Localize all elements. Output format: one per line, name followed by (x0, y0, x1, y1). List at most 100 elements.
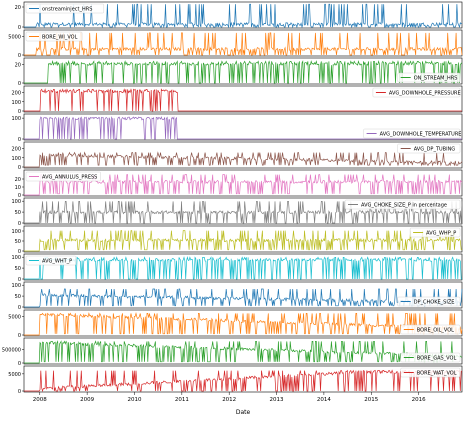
series-line (24, 32, 463, 56)
y-tick-label: 50 (15, 239, 21, 245)
legend: BORE_GAS_VOL (400, 352, 461, 363)
legend: BORE_OIL_VOL (400, 324, 461, 335)
legend-label: BORE_WI_VOL (42, 34, 78, 40)
y-tick-label: 5000 (8, 315, 21, 321)
legend-box (400, 367, 461, 378)
y-tick-label: 0 (18, 109, 21, 115)
legend-box (25, 31, 83, 42)
y-tick-label: 0 (18, 389, 21, 395)
y-tick-label: 10 (15, 185, 21, 191)
legend-label: BORE_OIL_VOL (417, 327, 454, 333)
x-tick-label: 2013 (270, 397, 284, 403)
y-tick-label: 0 (18, 53, 21, 59)
legend: ON_STREAM_HRS (397, 72, 461, 83)
legend-box (372, 87, 461, 98)
legend: AVG_DP_TUBING (397, 143, 461, 154)
y-tick-label: 0 (18, 221, 21, 227)
legend: AVG_ANNULUS_PRESS (25, 171, 101, 182)
legend-box (344, 199, 461, 210)
y-tick-label: 0 (18, 361, 21, 367)
legend: BORE_WI_VOL (25, 31, 83, 42)
panel-9: 0 50 100 AVG_WHP_P (11, 225, 463, 255)
y-tick-label: 0 (18, 193, 21, 199)
legend-box (25, 171, 101, 182)
y-tick-label: 20 (15, 5, 21, 11)
y-tick-label: 100 (11, 283, 21, 289)
panel-5: 0 100 AVG_DOWNHOLE_TEMPERATURE (11, 113, 463, 143)
panel-frame (23, 337, 463, 365)
panel-2: 0 5000 BORE_WI_VOL (8, 29, 463, 59)
y-tick-label: 100 (11, 156, 21, 162)
legend: BORE_WAT_VOL (400, 367, 461, 378)
legend-box (400, 352, 461, 363)
legend-label: DP_CHOKE_SIZE (414, 299, 455, 305)
legend-label: BORE_WAT_VOL (417, 370, 457, 376)
series-line (24, 288, 463, 308)
series-line (24, 312, 463, 336)
x-tick-label: 2014 (317, 397, 331, 403)
y-tick-label: 0 (18, 25, 21, 31)
y-tick-label: 100 (11, 116, 21, 122)
y-tick-label: 200 (11, 91, 21, 97)
x-tick-label: 2010 (127, 397, 141, 403)
panel-11: 0 50 100 DP_CHOKE_SIZE (11, 281, 463, 311)
y-tick-label: 50 (15, 266, 21, 272)
y-tick-label: 50 (15, 294, 21, 300)
legend: AVG_WHT_P (25, 255, 77, 266)
y-tick-label: 0 (18, 249, 21, 255)
legend-box (25, 3, 105, 14)
y-tick-label: 5000 (8, 35, 21, 41)
y-tick-label: 100 (11, 229, 21, 235)
legend: AVG_WHP_P (409, 227, 461, 238)
x-axis-label: Date (236, 409, 251, 416)
legend: AVG_DOWNHOLE_PRESSURE (372, 87, 461, 98)
legend-label: AVG_CHOKE_SIZE_P in percentage (361, 202, 447, 208)
legend: DP_CHOKE_SIZE (397, 296, 461, 307)
legend: AVG_CHOKE_SIZE_P in percentage (344, 199, 461, 210)
panel-4: 0 100 200 AVG_DOWNHOLE_PRESSURE (11, 85, 463, 115)
y-tick-label: 0 (18, 81, 21, 87)
x-tick-label: 2008 (33, 397, 47, 403)
legend: AVG_DOWNHOLE_TEMPERATURE (363, 128, 461, 139)
y-tick-label: 0 (18, 277, 21, 283)
series-line (24, 151, 463, 168)
legend-label: ON_STREAM_HRS (414, 75, 458, 81)
series-line (24, 256, 462, 280)
panel-13: 0 500000 BORE_GAS_VOL (2, 337, 463, 367)
panel-10: 0 50 100 AVG_WHT_P (11, 253, 463, 283)
y-tick-label: 0 (18, 305, 21, 311)
legend-label: AVG_DP_TUBING (414, 146, 456, 152)
series-line (24, 369, 463, 393)
legend-label: AVG_WHP_P (426, 230, 456, 236)
y-tick-label: 20 (15, 177, 21, 183)
y-tick-label: 0 (18, 137, 21, 143)
x-tick-label: 2009 (80, 397, 94, 403)
y-tick-label: 100 (11, 100, 21, 106)
legend-box (397, 296, 461, 307)
legend-box (25, 255, 77, 266)
legend: onstreaminject_HRS (25, 3, 105, 14)
y-tick-label: 20 (15, 63, 21, 69)
panel-8: 0 50 100 AVG_CHOKE_SIZE_P in percentage (11, 197, 463, 227)
legend-label: AVG_DOWNHOLE_PRESSURE (389, 90, 461, 96)
y-tick-label: 50 (15, 210, 21, 216)
series-line (24, 340, 463, 364)
legend-box (363, 128, 461, 139)
legend-box (397, 143, 461, 154)
legend-box (400, 324, 461, 335)
y-tick-label: 5000 (8, 372, 21, 378)
y-tick-label: 0 (18, 333, 21, 339)
panel-7: 0 10 20 AVG_ANNULUS_PRESS (15, 169, 463, 199)
legend-label: AVG_ANNULUS_PRESS (42, 174, 97, 180)
legend-label: AVG_WHT_P (42, 258, 72, 264)
y-tick-label: 500000 (2, 348, 21, 354)
series-line (24, 230, 462, 252)
y-tick-label: 100 (11, 199, 21, 205)
panel-6: 0 100 200 AVG_DP_TUBING (11, 141, 463, 171)
series-line (24, 116, 462, 140)
legend-box (409, 227, 461, 238)
panel-1: 0 20 onstreaminject_HRS (15, 1, 463, 31)
panel-3: 0 20 ON_STREAM_HRS (15, 57, 463, 87)
